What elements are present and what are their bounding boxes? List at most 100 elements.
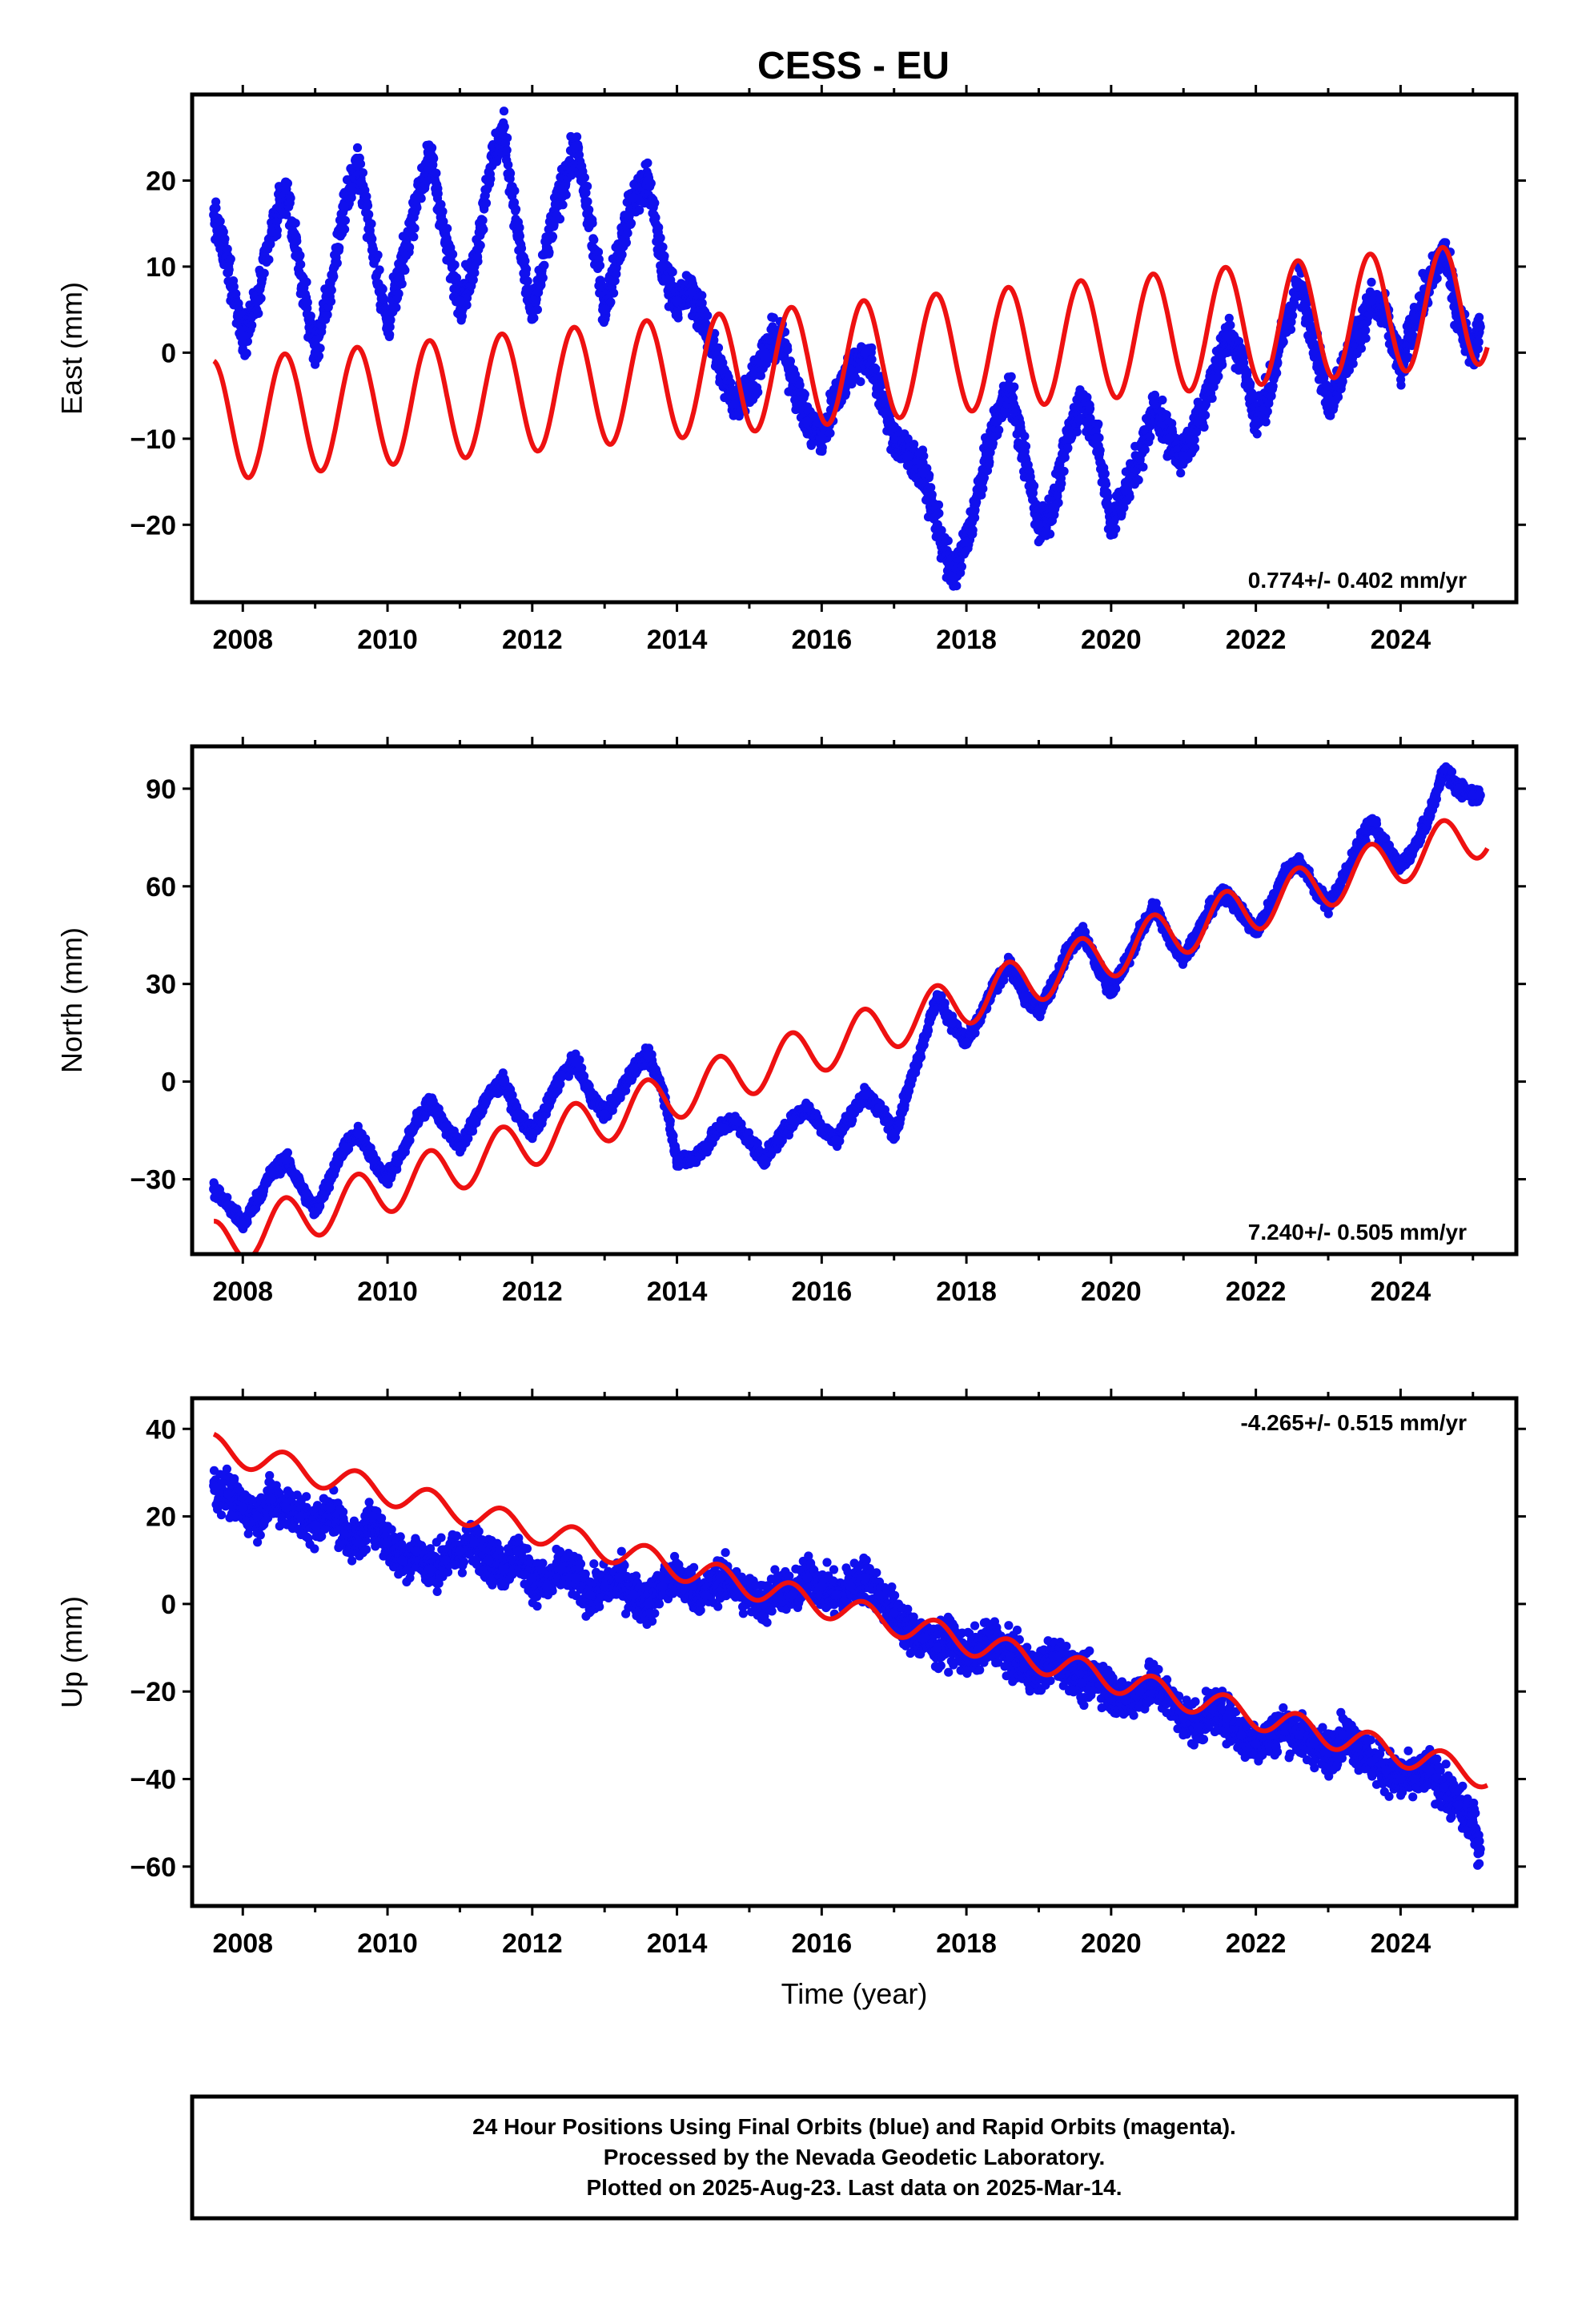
data-point bbox=[626, 219, 636, 228]
data-point bbox=[1019, 451, 1030, 461]
data-point bbox=[643, 158, 652, 168]
data-point bbox=[1348, 359, 1358, 368]
data-point bbox=[1207, 393, 1217, 403]
data-point bbox=[397, 279, 407, 289]
data-point bbox=[538, 273, 548, 283]
y-tick-label: 0 bbox=[161, 338, 176, 368]
data-point bbox=[247, 320, 257, 330]
data-point bbox=[455, 296, 465, 306]
data-point bbox=[585, 219, 596, 229]
data-point bbox=[651, 213, 661, 223]
data-point bbox=[1062, 433, 1073, 444]
data-point bbox=[1120, 485, 1130, 496]
data-point bbox=[306, 312, 315, 321]
data-point bbox=[1410, 313, 1420, 324]
data-point bbox=[509, 198, 520, 207]
y-tick-label: 20 bbox=[146, 166, 176, 196]
plot-area bbox=[209, 762, 1490, 1254]
data-point bbox=[499, 107, 509, 116]
data-point bbox=[703, 311, 713, 320]
data-point bbox=[329, 271, 339, 281]
data-point bbox=[223, 261, 234, 271]
data-point bbox=[860, 348, 870, 358]
data-point bbox=[1191, 443, 1200, 452]
data-point bbox=[252, 296, 263, 306]
data-point bbox=[481, 199, 492, 208]
data-point bbox=[934, 500, 944, 510]
data-point bbox=[479, 225, 488, 235]
data-point bbox=[438, 207, 448, 216]
rate-annotation: 0.774+/- 0.402 mm/yr bbox=[1248, 568, 1467, 593]
data-point bbox=[583, 182, 592, 191]
data-point bbox=[506, 168, 516, 179]
data-point bbox=[734, 412, 744, 421]
data-point bbox=[788, 373, 798, 384]
data-point bbox=[378, 284, 387, 294]
data-point bbox=[1218, 360, 1227, 370]
data-point bbox=[282, 210, 291, 219]
data-point bbox=[358, 168, 367, 178]
data-point bbox=[353, 159, 363, 168]
data-point bbox=[919, 451, 929, 461]
data-point bbox=[874, 382, 885, 392]
data-point bbox=[229, 282, 239, 292]
x-tick-label: 2016 bbox=[792, 625, 853, 655]
y-axis-label: East (mm) bbox=[55, 282, 88, 415]
data-point bbox=[609, 288, 619, 298]
data-point bbox=[412, 192, 422, 203]
data-point bbox=[516, 243, 527, 253]
data-point bbox=[756, 371, 766, 380]
data-point bbox=[1095, 445, 1105, 455]
data-point bbox=[296, 259, 306, 269]
data-point bbox=[367, 219, 376, 229]
data-point bbox=[1119, 503, 1129, 513]
data-point bbox=[281, 184, 291, 195]
data-point bbox=[326, 296, 336, 306]
data-point bbox=[1020, 432, 1030, 441]
data-point bbox=[621, 238, 632, 247]
data-point bbox=[729, 399, 740, 409]
data-point bbox=[405, 243, 415, 252]
data-point bbox=[1475, 322, 1485, 332]
data-point bbox=[643, 175, 653, 186]
data-point bbox=[1474, 337, 1484, 347]
data-point bbox=[947, 571, 957, 581]
data-point bbox=[1158, 395, 1167, 405]
data-point bbox=[841, 388, 851, 398]
data-point bbox=[367, 234, 377, 243]
plot-area bbox=[209, 107, 1490, 591]
data-point bbox=[379, 295, 389, 304]
data-point bbox=[556, 184, 566, 195]
data-point bbox=[540, 260, 549, 270]
data-point bbox=[522, 264, 532, 274]
data-point bbox=[383, 322, 392, 332]
data-point bbox=[686, 287, 697, 298]
data-point bbox=[1396, 380, 1406, 390]
x-tick-label: 2010 bbox=[357, 625, 418, 655]
y-tick-label: 10 bbox=[146, 252, 176, 283]
data-point bbox=[943, 536, 953, 545]
data-point bbox=[595, 261, 605, 271]
data-point bbox=[1021, 441, 1031, 451]
data-point bbox=[1361, 325, 1371, 336]
data-point bbox=[409, 232, 419, 242]
data-point bbox=[988, 439, 998, 448]
data-point bbox=[432, 168, 441, 178]
data-point bbox=[302, 277, 311, 287]
data-point bbox=[672, 296, 682, 306]
data-point bbox=[580, 173, 590, 183]
data-point bbox=[1103, 492, 1113, 501]
data-point bbox=[523, 276, 532, 286]
data-point bbox=[1367, 296, 1377, 306]
data-point bbox=[527, 313, 537, 324]
data-point bbox=[968, 525, 978, 535]
data-point bbox=[1059, 466, 1069, 476]
x-tick-label: 2024 bbox=[1371, 625, 1431, 655]
data-point bbox=[503, 133, 512, 143]
data-point bbox=[397, 261, 408, 271]
data-point bbox=[340, 215, 350, 225]
data-point bbox=[291, 219, 300, 228]
data-point bbox=[1057, 479, 1066, 489]
data-point bbox=[468, 275, 478, 285]
data-point bbox=[352, 143, 363, 153]
